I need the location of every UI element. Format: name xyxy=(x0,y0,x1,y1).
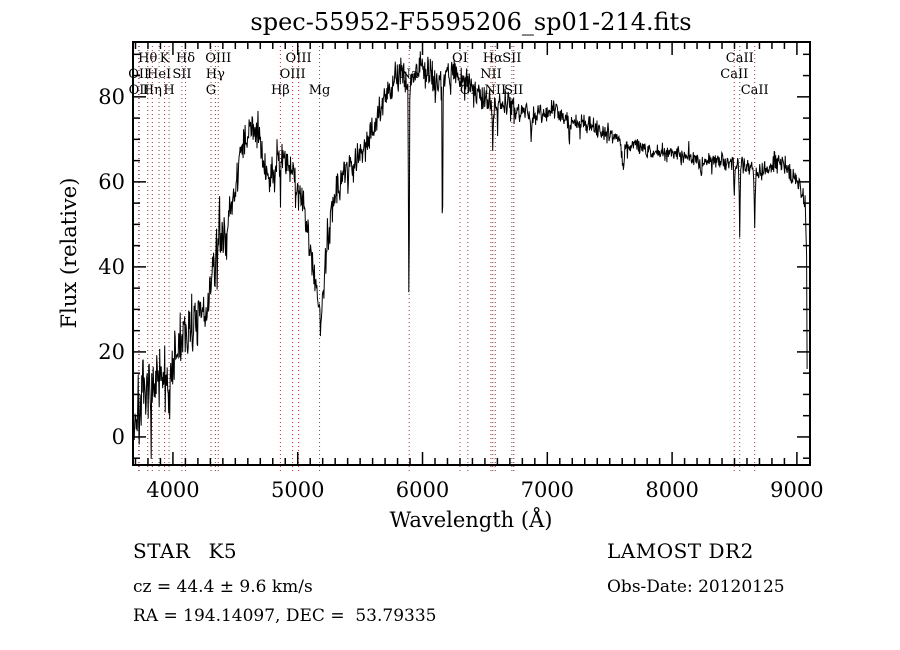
obs-date-label: Obs-Date: 20120125 xyxy=(607,577,785,597)
spectral-line-label: K xyxy=(160,51,170,66)
spectral-line-label: CaII xyxy=(741,83,769,98)
spectral-line-label: Hη xyxy=(143,83,162,98)
spectral-line-label: Hβ xyxy=(271,83,290,98)
spectral-line-label: SII xyxy=(172,67,191,82)
subclass-label: K5 xyxy=(208,539,238,563)
spectral-line-label: Hα xyxy=(483,51,503,66)
spectrum-curve xyxy=(133,51,808,459)
plot-frame xyxy=(132,41,811,466)
x-axis-label: Wavelength (Å) xyxy=(390,507,553,532)
spectral-line-label: NII xyxy=(484,83,506,98)
spectral-line-label: CaII xyxy=(720,67,748,82)
radec-label: RA = 194.14097, DEC = 53.79335 xyxy=(133,606,437,626)
spectral-line-label: SII xyxy=(502,51,521,66)
spectral-line-label: CaII xyxy=(726,51,754,66)
spectral-line-label: OIII xyxy=(286,51,312,66)
spectral-line-label: Hδ xyxy=(176,51,195,66)
spectral-line-label: SII xyxy=(504,83,523,98)
spectral-line-label: NII xyxy=(480,67,502,82)
axis-ticks xyxy=(133,42,810,465)
survey-label: LAMOST DR2 xyxy=(607,539,754,563)
spectral-line-label: H xyxy=(163,83,174,98)
y-tick-label: 60 xyxy=(98,170,125,194)
y-tick-label: 40 xyxy=(98,255,125,279)
y-axis-label: Flux (relative) xyxy=(57,178,81,329)
cz-label: cz = 44.4 ± 9.6 km/s xyxy=(133,577,313,597)
axes-frame xyxy=(132,41,811,466)
spectral-line-label: OIII xyxy=(205,51,231,66)
x-tick-label: 5000 xyxy=(271,478,324,502)
spectral-line-label: Hγ xyxy=(206,67,225,82)
object-type-label: STAR xyxy=(133,539,191,563)
spectral-line-label: OI xyxy=(452,51,468,66)
x-tick-label: 8000 xyxy=(645,478,698,502)
x-tick-label: 7000 xyxy=(521,478,574,502)
spectral-line-label: Hθ xyxy=(138,51,157,66)
spectral-line-labels: OIIOIIHθHηHeIKHSIIHδGHγOIIIHβOIIIOIIIMgN… xyxy=(128,51,768,98)
y-tick-label: 20 xyxy=(98,340,125,364)
spectral-line-label: HeI xyxy=(147,67,171,82)
y-tick-label: 80 xyxy=(98,85,125,109)
plot-title: spec-55952-F5595206_sp01-214.fits xyxy=(250,8,691,36)
spectral-line-label: OIII xyxy=(280,67,306,82)
y-tick-label: 0 xyxy=(112,425,125,449)
spectral-line-label: Mg xyxy=(309,83,331,98)
x-tick-label: 6000 xyxy=(396,478,449,502)
spectral-line-label: G xyxy=(206,83,216,98)
axis-tick-labels: 4000 5000 6000 7000 8000 9000 0 20 40 60 80 xyxy=(98,85,823,502)
spectral-line-markers xyxy=(138,42,756,473)
object-type-row: STAR K5 xyxy=(133,539,237,563)
x-tick-label: 9000 xyxy=(770,478,823,502)
x-tick-label: 4000 xyxy=(146,478,199,502)
